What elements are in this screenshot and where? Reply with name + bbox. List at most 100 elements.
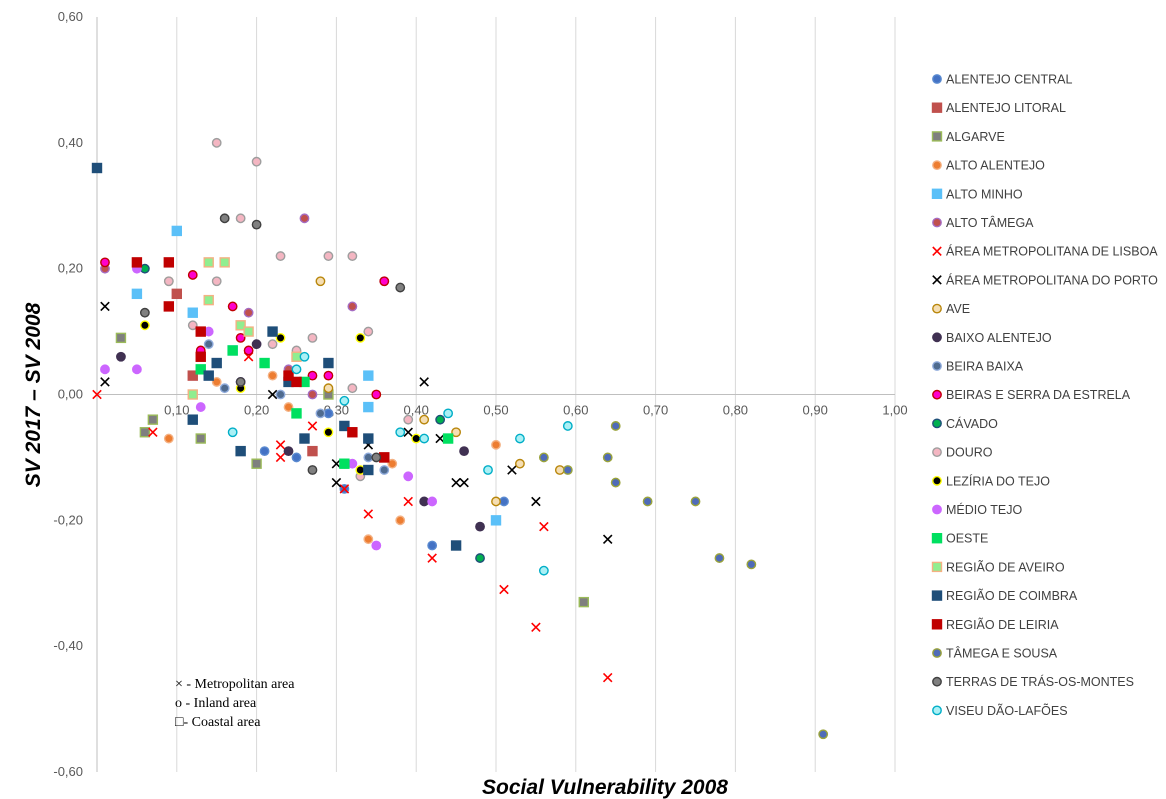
data-point bbox=[307, 465, 318, 475]
data-point bbox=[323, 408, 334, 419]
data-point bbox=[259, 446, 270, 457]
data-point bbox=[139, 320, 150, 331]
data-point bbox=[363, 401, 374, 413]
data-point bbox=[219, 213, 230, 224]
data-point bbox=[538, 452, 549, 463]
data-point bbox=[291, 364, 302, 375]
data-point bbox=[211, 357, 222, 369]
legend-marker bbox=[931, 533, 943, 544]
legend-marker bbox=[932, 275, 942, 285]
legend-label: ALTO TÂMEGA bbox=[946, 215, 1034, 230]
data-point bbox=[251, 339, 262, 350]
data-point bbox=[515, 433, 525, 444]
data-point bbox=[283, 370, 294, 381]
data-point bbox=[371, 540, 382, 551]
data-point bbox=[211, 276, 222, 287]
legend-label: VISEU DÃO-LAFÕES bbox=[946, 703, 1068, 718]
data-point bbox=[219, 383, 230, 394]
data-point bbox=[147, 414, 159, 425]
data-point bbox=[171, 288, 183, 300]
data-point bbox=[714, 553, 725, 563]
legend-marker bbox=[932, 361, 942, 371]
data-point bbox=[203, 257, 214, 268]
y-tick-label: 0,00 bbox=[58, 387, 83, 402]
note-coastal: □- Coastal area bbox=[175, 715, 261, 730]
data-point bbox=[251, 458, 262, 469]
data-point bbox=[339, 395, 350, 406]
data-point bbox=[554, 465, 565, 475]
data-point bbox=[307, 389, 318, 400]
data-point bbox=[299, 433, 310, 444]
data-point bbox=[227, 301, 238, 312]
x-tick-labels: 0,10 0,20 0,30 0,40 0,50 0,60 0,70 0,80 0,90 1,00 bbox=[164, 403, 908, 418]
data-point bbox=[403, 414, 414, 425]
legend-marker bbox=[932, 389, 942, 400]
data-point bbox=[339, 420, 350, 432]
data-point bbox=[195, 402, 206, 412]
data-point bbox=[187, 370, 198, 381]
data-point bbox=[163, 433, 174, 444]
legend-label: TERRAS DE TRÁS-OS-MONTES bbox=[946, 674, 1134, 689]
legend: ALENTEJO CENTRAL ALENTEJO LITORAL ALGARVE A… bbox=[931, 73, 1158, 718]
data-point bbox=[475, 553, 485, 563]
data-point bbox=[347, 383, 358, 394]
data-point bbox=[187, 270, 198, 280]
data-point bbox=[379, 276, 390, 287]
data-point bbox=[347, 427, 358, 438]
data-point bbox=[818, 729, 829, 740]
data-point bbox=[475, 521, 485, 532]
data-point bbox=[387, 458, 398, 469]
legend-label: ÁREA METROPOLITANA DE LISBOA bbox=[946, 244, 1158, 259]
data-point bbox=[746, 559, 757, 570]
data-point bbox=[419, 377, 429, 387]
data-point bbox=[403, 471, 414, 482]
data-point bbox=[235, 332, 246, 343]
data-point bbox=[403, 496, 413, 507]
data-point bbox=[507, 465, 517, 475]
legend-label: CÁVADO bbox=[946, 416, 998, 431]
x-tick-label: 1,00 bbox=[882, 403, 907, 418]
x-tick-label: 0,20 bbox=[244, 403, 269, 418]
data-point bbox=[499, 584, 509, 595]
data-point bbox=[443, 408, 454, 419]
data-point bbox=[203, 339, 214, 350]
data-point bbox=[531, 496, 541, 507]
data-point bbox=[115, 332, 127, 344]
data-point bbox=[283, 446, 294, 457]
y-tick-labels: 0,60 0,40 0,20 0,00 -0,20 -0,40 -0,60 bbox=[53, 9, 83, 779]
legend-label: ALENTEJO CENTRAL bbox=[946, 73, 1072, 87]
data-point bbox=[395, 427, 406, 438]
data-point bbox=[610, 421, 621, 431]
data-point bbox=[602, 534, 613, 544]
data-point bbox=[235, 377, 246, 387]
data-point bbox=[610, 477, 621, 488]
data-point bbox=[163, 301, 175, 312]
data-point bbox=[131, 288, 143, 300]
legend-marker bbox=[932, 418, 942, 429]
data-point bbox=[100, 257, 110, 268]
data-point bbox=[211, 377, 222, 387]
data-point bbox=[371, 389, 382, 400]
data-point bbox=[219, 257, 230, 268]
data-point bbox=[251, 219, 262, 230]
data-point bbox=[355, 332, 366, 343]
legend-label: TÂMEGA E SOUSA bbox=[946, 646, 1058, 661]
data-point bbox=[187, 414, 198, 425]
legend-label: OESTE bbox=[946, 532, 988, 546]
data-point bbox=[235, 320, 246, 331]
data-point bbox=[299, 351, 310, 362]
data-point bbox=[419, 433, 430, 444]
x-tick-label: 0,90 bbox=[803, 403, 828, 418]
data-point bbox=[195, 433, 206, 444]
legend-marker bbox=[932, 475, 942, 486]
data-point bbox=[195, 351, 206, 362]
note-inland: o - Inland area bbox=[175, 696, 257, 711]
y-tick-label: 0,60 bbox=[58, 9, 83, 24]
legend-marker bbox=[931, 619, 943, 630]
data-point bbox=[395, 282, 406, 293]
data-point bbox=[562, 421, 573, 431]
data-point bbox=[539, 521, 549, 532]
data-point bbox=[323, 383, 334, 394]
data-point bbox=[267, 326, 278, 337]
